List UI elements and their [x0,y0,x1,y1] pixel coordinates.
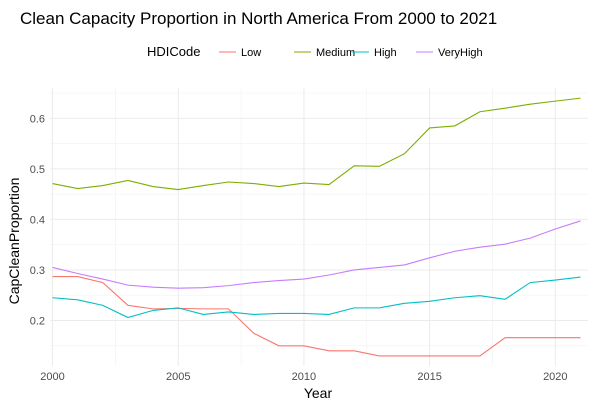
x-tick-label: 2010 [292,371,316,383]
y-tick-label: 0.2 [30,316,45,328]
legend-item-medium: Medium [294,47,355,59]
legend: HDICode Low Medium High VeryHigh [147,44,483,59]
y-tick-label: 0.4 [30,214,45,226]
y-axis-title: CapCleanProportion [6,178,22,305]
series-line-veryhigh [52,220,581,289]
plot-area [52,97,581,357]
x-tick-label: 2005 [166,371,190,383]
y-tick-label: 0.5 [30,164,45,176]
y-tick-label: 0.6 [30,113,45,125]
legend-item-high: High [352,47,397,59]
legend-label: Medium [316,47,355,59]
x-tick-label: 2000 [40,371,64,383]
series-line-high [52,276,581,319]
chart-title: Clean Capacity Proportion in North Ameri… [20,9,497,28]
legend-item-low: Low [219,47,261,59]
x-tick-label: 2020 [543,371,567,383]
legend-title: HDICode [147,44,200,59]
y-tick-label: 0.3 [30,265,45,277]
series-line-medium [52,97,581,191]
legend-item-veryhigh: VeryHigh [416,47,483,59]
series-line-low [52,275,581,357]
legend-label: High [374,47,397,59]
x-axis-title: Year [304,385,333,401]
legend-label: VeryHigh [438,47,483,59]
legend-label: Low [241,47,261,59]
x-tick-label: 2015 [417,371,441,383]
